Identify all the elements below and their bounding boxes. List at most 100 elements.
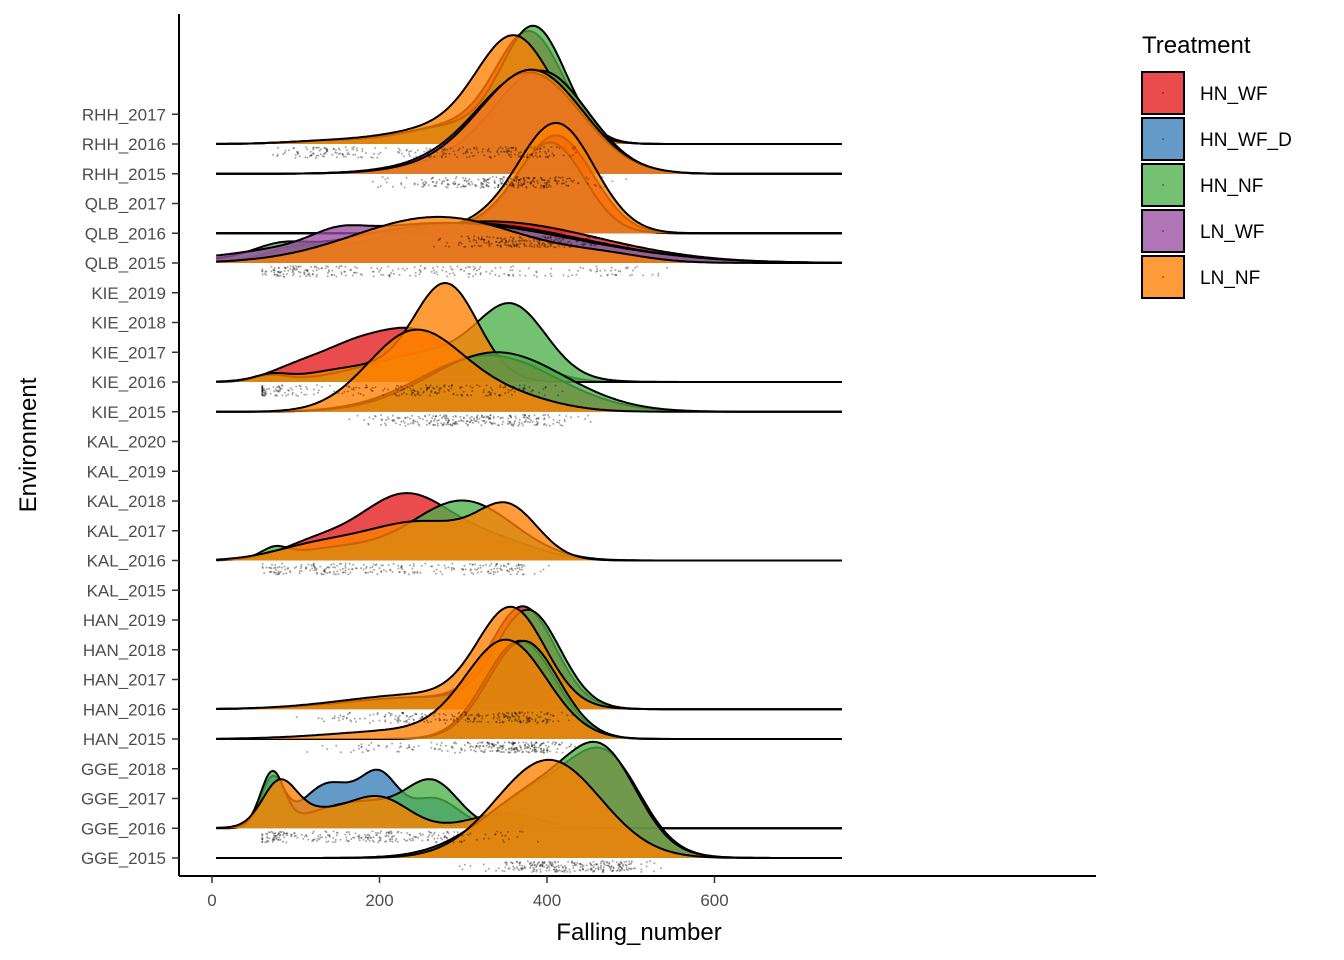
data-point: [474, 746, 477, 749]
data-point: [570, 861, 573, 864]
data-point: [421, 185, 424, 188]
data-point: [428, 413, 431, 416]
data-point: [459, 415, 462, 418]
data-point: [478, 720, 481, 723]
data-point: [552, 418, 555, 421]
data-point: [511, 712, 514, 715]
data-point: [439, 386, 442, 389]
data-point: [528, 177, 531, 180]
data-point: [506, 715, 509, 718]
data-point: [277, 386, 280, 389]
data-point: [493, 715, 495, 718]
data-point: [541, 864, 544, 867]
data-point: [596, 270, 599, 272]
data-point: [362, 394, 365, 397]
x-tick-label: 600: [700, 891, 728, 910]
data-point: [361, 148, 364, 150]
data-point: [426, 149, 429, 152]
data-point: [566, 714, 569, 717]
data-point: [280, 384, 283, 387]
data-point: [535, 151, 538, 154]
data-point: [389, 569, 392, 572]
data-point: [261, 386, 264, 389]
data-point: [545, 424, 548, 427]
data-point: [577, 182, 580, 184]
data-point: [311, 567, 314, 570]
data-point: [293, 835, 296, 838]
data-point: [349, 719, 352, 722]
data-point: [513, 423, 516, 425]
data-point: [558, 237, 561, 240]
data-point: [267, 831, 270, 834]
data-point: [542, 720, 545, 722]
data-point: [321, 836, 323, 839]
data-point: [488, 242, 491, 245]
data-point: [484, 563, 487, 566]
data-point: [528, 746, 530, 749]
data-point: [572, 179, 575, 182]
data-point: [284, 149, 287, 152]
data-point: [478, 714, 481, 717]
data-point: [379, 839, 382, 842]
data-point: [543, 422, 546, 425]
data-point: [382, 564, 384, 567]
data-point: [347, 151, 349, 154]
data-point: [494, 565, 497, 568]
data-point: [554, 870, 557, 873]
data-point: [498, 746, 501, 749]
data-point: [568, 269, 571, 272]
data-point: [476, 720, 479, 723]
data-point: [502, 841, 505, 844]
data-point: [530, 153, 533, 156]
data-point: [607, 244, 610, 247]
data-point: [324, 571, 327, 574]
data-point: [528, 863, 531, 865]
data-point: [402, 712, 405, 715]
data-point: [530, 146, 533, 149]
data-point: [503, 715, 506, 718]
data-point: [512, 238, 515, 241]
data-point: [489, 157, 492, 159]
data-point: [450, 267, 453, 270]
data-point: [509, 573, 512, 576]
data-point: [312, 562, 315, 565]
data-point: [439, 237, 442, 240]
data-point: [453, 718, 455, 721]
data-point: [519, 155, 522, 158]
data-point: [543, 394, 546, 397]
data-point: [484, 870, 487, 872]
data-point: [463, 245, 466, 248]
data-point: [424, 713, 427, 716]
data-point: [325, 150, 328, 153]
data-point: [496, 713, 499, 716]
data-point: [507, 867, 510, 870]
data-point: [281, 394, 284, 397]
data-point: [593, 870, 596, 873]
data-point: [514, 746, 517, 749]
data-point: [618, 865, 621, 868]
data-point: [545, 237, 548, 240]
data-point: [282, 834, 284, 837]
data-point: [512, 183, 515, 186]
data-point: [624, 864, 627, 867]
y-axis-title: Environment: [15, 377, 42, 512]
data-point: [328, 571, 331, 574]
data-point: [289, 265, 292, 268]
data-point: [309, 275, 312, 278]
data-point: [360, 743, 363, 746]
data-point: [505, 861, 508, 864]
data-point: [426, 387, 429, 390]
data-point: [443, 179, 446, 182]
data-point: [400, 564, 403, 567]
data-point: [508, 747, 511, 750]
data-point: [512, 865, 515, 868]
data-point: [385, 832, 388, 835]
data-point: [582, 868, 585, 871]
data-point: [453, 715, 456, 718]
data-point: [528, 718, 531, 721]
data-point: [433, 837, 436, 840]
data-point: [402, 711, 405, 714]
data-point: [261, 840, 264, 843]
data-point: [332, 566, 335, 569]
data-point: [356, 267, 359, 269]
